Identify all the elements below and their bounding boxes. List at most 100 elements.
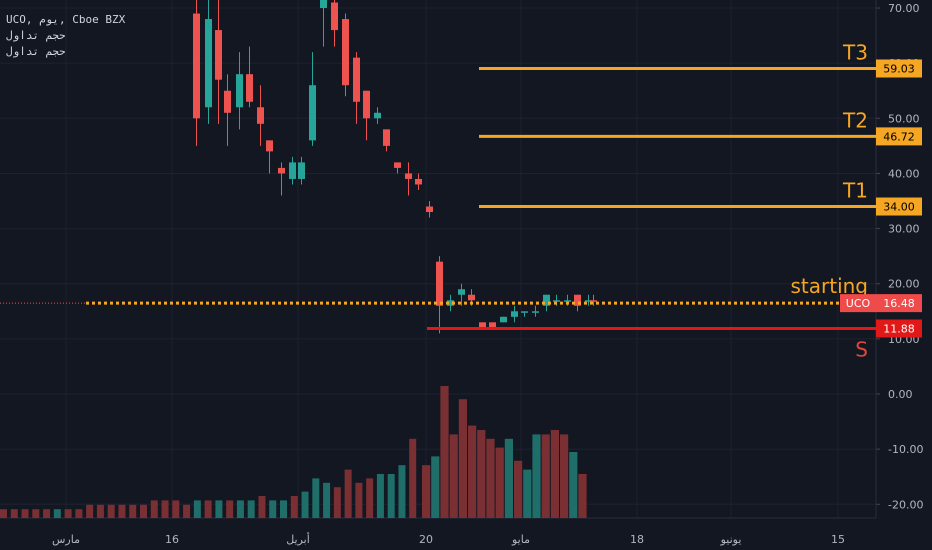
volume-bar xyxy=(183,504,191,518)
y-tick-label: 70.00 xyxy=(888,2,920,15)
candle-body xyxy=(489,322,496,328)
volume-bar xyxy=(355,482,363,518)
volume-legend-1: حجم تداول xyxy=(6,29,66,42)
candle-body xyxy=(500,316,507,323)
chart-legend: UCO, يوم, Cboe BZX حجم تداول حجم تداول xyxy=(6,12,125,60)
symbol-tag-text: UCO xyxy=(846,297,871,310)
candle-body xyxy=(521,311,528,313)
y-tick-label: 50.00 xyxy=(888,112,920,125)
y-tick-label: -10.00 xyxy=(888,443,923,456)
candle-body xyxy=(266,140,273,152)
volume-bar xyxy=(140,504,147,518)
volume-bar xyxy=(32,509,40,518)
volume-bar xyxy=(486,438,495,518)
candle-body xyxy=(585,300,592,302)
candle-body xyxy=(447,300,454,306)
volume-bar xyxy=(504,438,513,518)
candle-body xyxy=(257,107,264,124)
y-tick-label: 20.00 xyxy=(888,278,920,291)
volume-bar xyxy=(10,509,18,518)
candle-body xyxy=(278,167,285,174)
volume-bar xyxy=(376,474,384,518)
target-label-t1: T1 xyxy=(842,179,868,203)
candle-body xyxy=(511,311,518,317)
symbol-tag xyxy=(840,294,876,313)
price-tag-text: 11.88 xyxy=(883,322,915,335)
volume-bar xyxy=(215,500,223,518)
volume-bar xyxy=(532,434,541,518)
volume-bar xyxy=(366,478,374,518)
y-tick-label: 0.00 xyxy=(888,388,913,401)
candle-body xyxy=(543,294,550,306)
x-tick-label: يونيو xyxy=(720,533,742,546)
candle-body xyxy=(468,294,475,301)
candle-body xyxy=(574,294,581,306)
candle-body xyxy=(331,2,338,31)
candle-body xyxy=(363,90,370,119)
volume-bar xyxy=(458,399,467,518)
x-tick-label: 20 xyxy=(419,533,433,546)
volume-bar xyxy=(129,504,137,518)
y-tick-label: 40.00 xyxy=(888,167,920,180)
volume-bar xyxy=(431,456,440,518)
volume-bar xyxy=(269,500,277,518)
target-label-t2: T2 xyxy=(842,108,868,132)
volume-bar xyxy=(477,430,486,518)
price-tag-current xyxy=(876,294,922,313)
candle-body xyxy=(205,19,212,108)
candle-body xyxy=(553,300,560,302)
price-tag-t3 xyxy=(876,59,922,78)
volume-bar xyxy=(550,430,559,518)
x-tick-label: 15 xyxy=(831,533,845,546)
volume-bar xyxy=(398,465,406,518)
price-tag-text: 34.00 xyxy=(883,201,915,214)
candle-body xyxy=(479,322,486,328)
y-tick-label: 30.00 xyxy=(888,223,920,236)
volume-legend-2: حجم تداول xyxy=(6,45,66,58)
price-tag-text: 46.72 xyxy=(883,130,915,143)
candle-body xyxy=(309,85,316,141)
volume-bar xyxy=(560,434,569,518)
volume-bar xyxy=(161,500,169,518)
candle-body xyxy=(193,13,200,119)
volume-bar xyxy=(64,509,72,518)
volume-bar xyxy=(468,425,477,518)
x-tick-label: مايو xyxy=(511,533,530,546)
price-tag-stop xyxy=(876,319,922,338)
volume-bar xyxy=(236,500,244,518)
volume-bar xyxy=(323,482,331,518)
candle-body xyxy=(236,74,243,108)
volume-bar xyxy=(247,500,255,518)
y-tick-label: -20.00 xyxy=(888,498,923,511)
volume-bar xyxy=(280,500,287,518)
volume-bar xyxy=(0,509,7,518)
volume-bar xyxy=(172,500,180,518)
candle-body xyxy=(436,261,443,306)
volume-bar xyxy=(495,447,504,518)
candle-body xyxy=(532,311,539,313)
volume-bar xyxy=(301,491,309,518)
volume-bar xyxy=(440,386,449,518)
candle-body xyxy=(289,162,296,179)
x-tick-label: 18 xyxy=(630,533,644,546)
volume-bar xyxy=(204,500,212,518)
candle-body xyxy=(383,129,390,146)
volume-bar xyxy=(514,460,523,518)
candle-body xyxy=(564,300,571,302)
target-label-t3: T3 xyxy=(842,41,868,65)
candle-body xyxy=(458,289,465,295)
candle-body xyxy=(298,162,305,179)
volume-bar xyxy=(387,474,395,518)
candle-body xyxy=(426,206,433,213)
volume-bar xyxy=(43,509,51,518)
candle-body xyxy=(353,57,360,102)
x-tick-label: 16 xyxy=(165,533,179,546)
volume-bar xyxy=(541,434,550,518)
candle-body xyxy=(394,162,401,168)
candle-body xyxy=(224,90,231,113)
volume-bar xyxy=(86,504,94,518)
candle-body xyxy=(415,178,422,185)
volume-bar xyxy=(422,465,431,518)
candle-body xyxy=(215,30,222,80)
